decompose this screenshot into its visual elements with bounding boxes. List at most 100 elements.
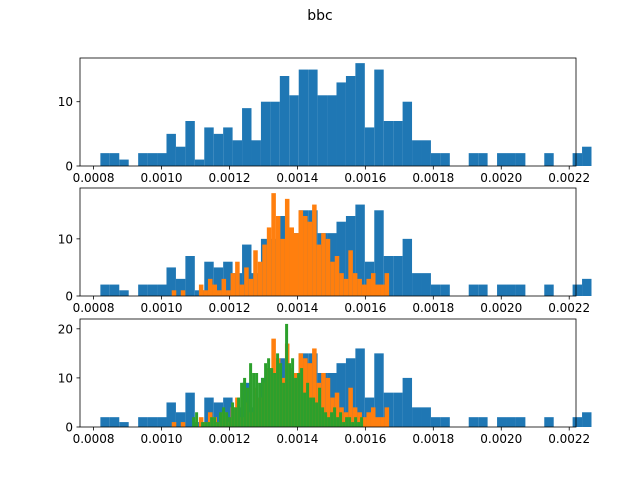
- bar-orange-28: [298, 210, 304, 296]
- bar-blue-10: [194, 159, 205, 166]
- bar-orange-46: [380, 417, 385, 427]
- bar-blue-33: [412, 140, 422, 166]
- bar-orange-13: [230, 273, 236, 296]
- bar-blue-47: [544, 284, 554, 296]
- bar-green-46: [330, 412, 334, 427]
- bar-blue-17: [260, 101, 271, 166]
- x-tick-label: 0.0020: [480, 171, 522, 185]
- bar-blue-42: [497, 284, 507, 296]
- x-tick-label: 0.0022: [548, 301, 590, 315]
- bar-orange-15: [239, 284, 245, 296]
- bar-blue-27: [355, 204, 365, 296]
- x-tick-label: 0.0016: [344, 301, 386, 315]
- bar-orange-33: [321, 373, 326, 427]
- bar-orange-45: [375, 417, 381, 427]
- bar-green-43: [321, 407, 325, 427]
- bar-blue-36: [440, 417, 450, 427]
- bar-blue-2: [119, 159, 129, 166]
- bar-orange-23: [275, 216, 281, 296]
- bar-orange-31: [312, 204, 317, 296]
- bar-blue-34: [421, 140, 431, 166]
- bar-orange-10: [217, 290, 222, 296]
- bar-orange-42: [361, 417, 367, 427]
- bar-blue-34: [421, 407, 431, 427]
- bar-green-22: [258, 382, 262, 427]
- bar-green-24: [264, 363, 268, 427]
- bar-orange-39: [348, 387, 353, 427]
- bar-blue-20: [289, 95, 299, 166]
- bar-green-41: [315, 402, 319, 427]
- bar-green-6: [210, 417, 214, 427]
- bar-blue-0: [100, 153, 110, 166]
- bar-blue-4: [138, 153, 148, 166]
- bar-blue-50: [572, 284, 583, 296]
- bar-blue-12: [213, 402, 224, 427]
- bar-blue-40: [478, 417, 488, 427]
- bar-blue-4: [138, 417, 148, 427]
- bar-green-7: [213, 417, 217, 427]
- bar-blue-8: [175, 278, 186, 296]
- bar-green-55: [357, 422, 361, 427]
- y-tick-label: 10: [58, 95, 73, 109]
- bar-blue-5: [147, 417, 158, 427]
- bar-green-45: [327, 417, 331, 427]
- y-tick-label: 0: [65, 160, 73, 174]
- x-tick-label: 0.0018: [412, 432, 454, 446]
- bar-green-29: [279, 363, 283, 427]
- bar-green-16: [240, 382, 244, 427]
- x-tick-label: 0.0010: [141, 301, 183, 315]
- bar-orange-14: [235, 261, 240, 296]
- x-tick-label: 0.0020: [480, 301, 522, 315]
- bar-green-3: [201, 422, 205, 427]
- bar-blue-44: [515, 153, 526, 166]
- bar-orange-39: [348, 250, 353, 296]
- bar-green-34: [294, 377, 298, 427]
- bar-blue-26: [345, 76, 356, 166]
- axes-frame: [79, 187, 577, 297]
- bar-blue-36: [440, 153, 450, 166]
- subplot-3: 0.0008 0.0010 0.0012 0.0014 0.0016 0.0018 0.00…: [58, 318, 592, 446]
- bar-blue-32: [402, 238, 413, 296]
- bar-blue-9: [185, 392, 195, 427]
- bar-orange-34: [325, 377, 331, 427]
- x-tick-label: 0.0012: [208, 171, 250, 185]
- bar-blue-15: [242, 108, 252, 166]
- bar-orange-29: [303, 216, 308, 296]
- bar-orange-34: [325, 238, 331, 296]
- axes-frame: [79, 318, 577, 428]
- bar-blue-9: [185, 256, 195, 296]
- bar-blue-30: [383, 121, 394, 166]
- bar-blue-24: [327, 95, 337, 166]
- bar-orange-33: [321, 233, 326, 296]
- x-tick-label: 0.0020: [480, 432, 522, 446]
- bar-green-0: [192, 417, 196, 427]
- bar-orange-29: [303, 358, 308, 427]
- y-tick-label: 0: [65, 290, 73, 304]
- bar-green-36: [300, 368, 304, 427]
- x-tick-label: 0.0008: [73, 432, 115, 446]
- bar-blue-12: [213, 267, 224, 296]
- bar-orange-0: [171, 422, 177, 427]
- bar-green-4: [204, 422, 208, 427]
- bar-blue-51: [582, 278, 592, 296]
- bar-green-27: [273, 373, 277, 427]
- x-tick-label: 0.0012: [208, 301, 250, 315]
- bar-green-42: [318, 387, 322, 427]
- bar-green-25: [267, 358, 271, 427]
- bar-blue-32: [402, 377, 413, 427]
- bar-orange-37: [339, 273, 344, 296]
- bar-blue-7: [166, 133, 176, 166]
- bar-blue-25: [336, 221, 346, 296]
- x-tick-label: 0.0014: [276, 432, 318, 446]
- bar-blue-29: [374, 69, 384, 166]
- bar-blue-5: [147, 284, 158, 296]
- bar-orange-20: [262, 244, 267, 296]
- bar-green-9: [219, 412, 223, 427]
- x-tick-label: 0.0008: [73, 301, 115, 315]
- bar-orange-45: [375, 284, 381, 296]
- bar-orange-0: [171, 290, 177, 296]
- bar-orange-36: [334, 256, 340, 296]
- bar-blue-22: [308, 69, 318, 166]
- bar-blue-1: [109, 153, 120, 166]
